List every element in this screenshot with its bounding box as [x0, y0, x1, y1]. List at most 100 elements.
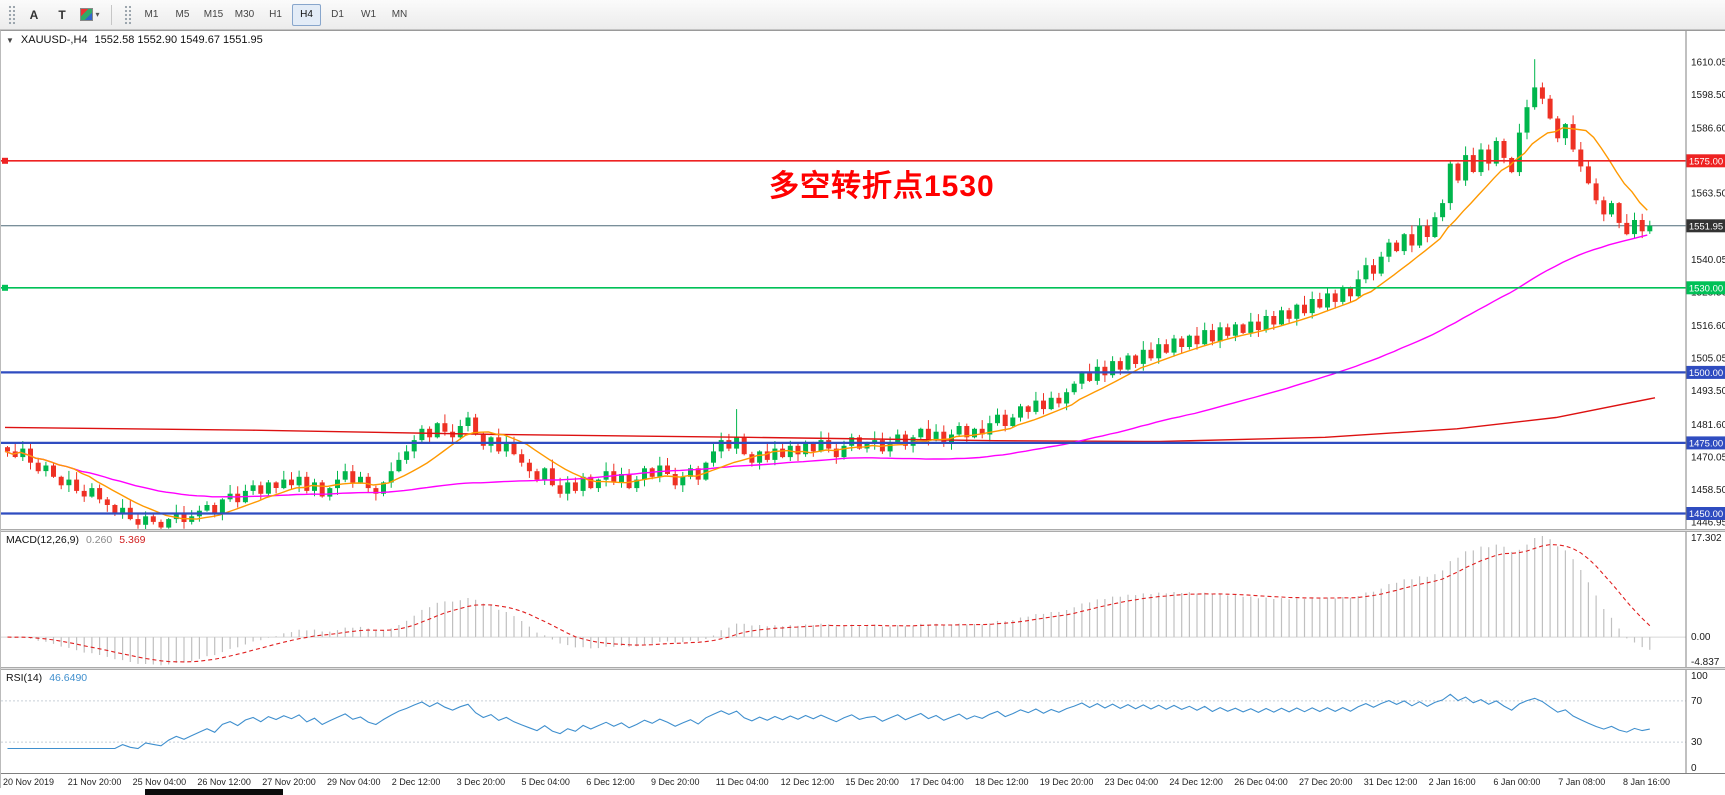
time-label: 21 Nov 20:00	[67, 777, 122, 787]
rsi-tick: 100	[1691, 671, 1708, 682]
time-label: 2 Dec 12:00	[391, 777, 441, 787]
rsi-tick: 70	[1691, 696, 1703, 707]
macd-pane[interactable]: 17.302 0.00 -4.837 MACD(12,26,9) 0.260 5.3…	[1, 532, 1725, 667]
macd-hist-value: 0.260	[85, 534, 113, 546]
macd-name: MACD(12,26,9)	[6, 534, 79, 546]
time-label: 2 Jan 16:00	[1428, 777, 1476, 787]
price-badge	[1686, 154, 1725, 168]
text-annotation[interactable]: 多空转折点1530	[769, 170, 995, 203]
time-label: 6 Dec 12:00	[586, 777, 635, 787]
time-label: 25 Nov 04:00	[132, 777, 187, 787]
pane-splitter[interactable]	[1, 667, 1725, 670]
time-label: 31 Dec 12:00	[1363, 777, 1418, 787]
price-tick: 1563.50	[1691, 189, 1725, 200]
rsi-pane[interactable]: 100 70 30 0 RSI(14) 46.6490	[1, 670, 1725, 773]
price-badge	[1686, 281, 1725, 295]
timeframe-h1-button[interactable]: H1	[269, 8, 282, 20]
price-badge	[1686, 436, 1725, 450]
macd-tick: 0.00	[1691, 632, 1711, 643]
price-tick: 1505.05	[1691, 354, 1725, 365]
price-tick: 1446.95	[1691, 518, 1725, 529]
price-badge	[1686, 219, 1725, 233]
time-label: 7 Jan 08:00	[1558, 777, 1606, 787]
price-badge-label: 1551.95	[1689, 221, 1723, 232]
price-tick: 1516.60	[1691, 321, 1725, 332]
chart-window: 1610.05 1598.50 1586.60 1575.00 1563.50 1551.…	[0, 30, 1725, 790]
time-label: 27 Nov 20:00	[262, 777, 316, 787]
rsi-value: 46.6490	[49, 672, 88, 684]
toolbar-separator	[111, 4, 112, 25]
price-chart-canvas[interactable]: 1610.05 1598.50 1586.60 1575.00 1563.50 1551.…	[1, 31, 1725, 529]
toolbar-grip-handle[interactable]	[8, 4, 15, 25]
price-tick: 1598.50	[1691, 90, 1725, 101]
ma-slow-line	[4, 397, 1656, 443]
time-label: 24 Dec 12:00	[1169, 777, 1223, 787]
time-label: 15 Dec 20:00	[845, 777, 899, 787]
price-tick: 1470.05	[1691, 452, 1725, 463]
ohlc-values: 1552.58 1552.90 1549.67 1551.95	[94, 34, 263, 46]
price-tick: 1493.50	[1691, 386, 1725, 397]
toolbar: A T ▾ M1 M5 M15 M30 H1 H4 D1 W1 MN	[0, 0, 1725, 30]
price-badge	[1686, 507, 1725, 520]
time-label: 8 Jan 16:00	[1623, 777, 1671, 787]
macd-tick: -4.837	[1691, 657, 1720, 667]
time-label: 19 Dec 20:00	[1039, 777, 1094, 787]
taskbar-peek	[145, 789, 283, 795]
pane-splitter[interactable]	[1, 529, 1725, 532]
timeframe-m15-button[interactable]: M15	[203, 8, 224, 20]
time-label: 29 Nov 04:00	[327, 777, 381, 787]
time-label: 18 Dec 12:00	[975, 777, 1029, 787]
price-tick: 1458.50	[1691, 485, 1725, 496]
time-label: 12 Dec 12:00	[780, 777, 835, 787]
rsi-line	[7, 693, 1650, 750]
candles[interactable]	[5, 59, 1653, 529]
rsi-label: RSI(14) 46.6490	[6, 672, 87, 684]
time-label: 20 Nov 2019	[3, 777, 55, 787]
macd-signal-line	[7, 544, 1651, 663]
price-tick: 1481.60	[1691, 420, 1725, 431]
rsi-name: RSI(14)	[6, 672, 43, 684]
time-label: 26 Nov 12:00	[197, 777, 251, 787]
text-tool-button[interactable]: T	[58, 7, 66, 22]
symbol-collapse-icon[interactable]: ▼	[6, 35, 14, 45]
timeframe-w1-button[interactable]: W1	[361, 8, 376, 20]
price-tick: 1540.05	[1691, 255, 1725, 266]
hline-handle[interactable]	[2, 157, 8, 164]
annotate-arrow-button[interactable]: A	[29, 7, 39, 22]
time-label: 3 Dec 20:00	[456, 777, 506, 787]
time-label: 26 Dec 04:00	[1234, 777, 1288, 787]
timeframe-h4-button[interactable]: H4	[292, 3, 321, 26]
time-label: 9 Dec 20:00	[651, 777, 700, 787]
time-label: 11 Dec 04:00	[715, 777, 769, 787]
rsi-canvas[interactable]: 100 70 30 0	[1, 670, 1725, 773]
timeframe-d1-button[interactable]: D1	[331, 8, 344, 20]
palette-icon	[80, 8, 94, 21]
rsi-tick: 0	[1691, 763, 1697, 773]
time-axis[interactable]: 20 Nov 2019 21 Nov 20:00 25 Nov 04:00 26 No…	[1, 773, 1725, 790]
ma-medium-line	[4, 234, 1648, 498]
time-label: 27 Dec 20:00	[1299, 777, 1353, 787]
ma-fast-line	[4, 127, 1648, 520]
time-label: 5 Dec 04:00	[521, 777, 570, 787]
price-tick: 1586.60	[1691, 124, 1725, 135]
colors-dropdown-button[interactable]: ▾	[77, 3, 103, 27]
time-label: 23 Dec 04:00	[1104, 777, 1159, 787]
macd-histogram	[14, 536, 1651, 666]
timeframe-m5-button[interactable]: M5	[175, 8, 190, 20]
macd-canvas[interactable]: 17.302 0.00 -4.837	[1, 532, 1725, 667]
price-chart-pane[interactable]: 1610.05 1598.50 1586.60 1575.00 1563.50 1551.…	[1, 31, 1725, 529]
price-tick: 1610.05	[1691, 57, 1725, 68]
price-badge-label: 1530.00	[1689, 283, 1723, 294]
toolbar-grip-handle[interactable]	[124, 4, 131, 25]
time-label: 17 Dec 04:00	[910, 777, 964, 787]
price-badge	[1686, 365, 1725, 379]
macd-tick: 17.302	[1691, 533, 1722, 544]
symbol-timeframe-label: XAUUSD-,H4	[20, 34, 88, 46]
timeframe-mn-button[interactable]: MN	[391, 8, 408, 20]
price-badge-label: 1575.00	[1689, 156, 1723, 167]
macd-signal-value: 5.369	[119, 534, 146, 546]
timeframe-m30-button[interactable]: M30	[234, 8, 255, 20]
hline-handle[interactable]	[2, 284, 8, 291]
time-label: 6 Jan 00:00	[1493, 777, 1541, 787]
timeframe-m1-button[interactable]: M1	[144, 8, 159, 20]
